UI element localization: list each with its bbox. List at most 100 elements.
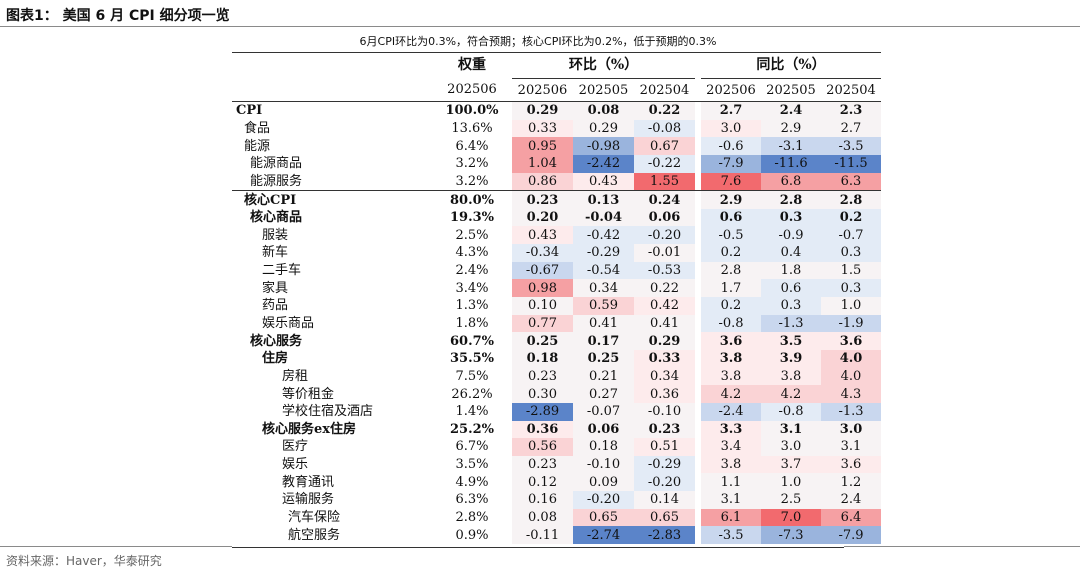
mom-value: 0.43 [512, 226, 573, 245]
row-weight: 7.5% [455, 368, 489, 384]
row-label: 服装 [262, 227, 289, 243]
footer-divider-left [0, 546, 232, 547]
mom-value: -0.10 [573, 455, 634, 474]
header-yoy: 同比（%） [701, 52, 881, 79]
mom-value: 0.12 [512, 473, 573, 492]
table-row: 服装 2.5% 0.43 -0.42 -0.20 -0.5 -0.9 -0.7 [232, 226, 881, 245]
row-label: 住房 [262, 351, 289, 367]
yoy-value: -0.6 [701, 137, 761, 155]
yoy-value: 3.1 [821, 438, 881, 456]
yoy-value: -3.5 [821, 137, 881, 155]
mom-value: -2.74 [573, 526, 634, 545]
table-row: 能源服务 3.2% 0.86 0.43 1.55 7.6 6.8 6.3 [232, 172, 881, 191]
yoy-value: 7.6 [701, 172, 761, 191]
mom-value: 0.30 [512, 385, 573, 403]
row-weight: 26.2% [451, 386, 493, 402]
yoy-value: 1.1 [701, 473, 761, 492]
mom-value: 0.06 [573, 420, 634, 439]
table-row: 医疗 6.7% 0.56 0.18 0.51 3.4 3.0 3.1 [232, 438, 881, 456]
yoy-value: 3.8 [701, 455, 761, 474]
yoy-value: 3.3 [701, 420, 761, 439]
mom-value: -2.83 [634, 526, 695, 545]
mom-value: 0.08 [573, 100, 634, 120]
mom-value: -0.53 [634, 261, 695, 280]
row-label: 核心服务 [250, 333, 303, 349]
mom-value: -0.67 [512, 261, 573, 280]
yoy-value: -3.5 [701, 526, 761, 545]
mom-value: 0.36 [634, 385, 695, 403]
yoy-value: 2.9 [701, 190, 761, 209]
yoy-value: 0.2 [821, 208, 881, 227]
header-period: 202505 [578, 82, 629, 98]
yoy-value: 3.8 [701, 367, 761, 386]
mom-value: 0.59 [573, 297, 634, 315]
mom-value: 1.55 [634, 172, 695, 191]
yoy-value: 2.8 [761, 190, 821, 209]
row-label: 药品 [262, 298, 289, 314]
yoy-value: 4.0 [821, 367, 881, 386]
mom-value: -0.22 [634, 154, 695, 173]
yoy-value: -7.9 [701, 154, 761, 173]
table-row: 核心商品 19.3% 0.20 -0.04 0.06 0.6 0.3 0.2 [232, 208, 881, 227]
header-mom: 环比（%） [512, 52, 695, 79]
table-row: 教育通讯 4.9% 0.12 0.09 -0.20 1.1 1.0 1.2 [232, 473, 881, 492]
table-row: 核心CPI 80.0% 0.23 0.13 0.24 2.9 2.8 2.8 [232, 190, 881, 209]
mom-value: 0.25 [573, 349, 634, 368]
header-row-groups: 权重 环比（%） 同比（%） [232, 52, 881, 79]
mom-value: 0.23 [512, 190, 573, 209]
mom-value: 0.34 [573, 279, 634, 298]
yoy-value: 3.0 [701, 119, 761, 138]
yoy-value: -1.3 [761, 314, 821, 333]
header-row-periods: 202506 202506 202505 202504 202506 20250… [232, 79, 881, 102]
table-row: 能源 6.4% 0.95 -0.98 0.67 -0.6 -3.1 -3.5 [232, 137, 881, 155]
yoy-value: 3.8 [701, 349, 761, 368]
table-row: 家具 3.4% 0.98 0.34 0.22 1.7 0.6 0.3 [232, 279, 881, 298]
table-row: 汽车保险 2.8% 0.08 0.65 0.65 6.1 7.0 6.4 [232, 508, 881, 527]
yoy-value: -0.8 [701, 314, 761, 333]
mom-value: -0.98 [573, 137, 634, 155]
cpi-breakdown-table: 权重 环比（%） 同比（%） 202506 202506 202505 2025… [232, 52, 881, 545]
yoy-value: 0.3 [761, 297, 821, 315]
yoy-value: 1.2 [821, 473, 881, 492]
row-weight: 4.3% [455, 245, 489, 261]
mom-value: 0.67 [634, 137, 695, 155]
row-weight: 3.5% [455, 457, 489, 473]
row-weight: 1.4% [455, 404, 489, 420]
row-weight: 60.7% [449, 333, 494, 349]
yoy-value: 0.3 [761, 208, 821, 227]
yoy-value: 2.5 [761, 491, 821, 509]
title-divider [0, 26, 1080, 27]
mom-value: 0.29 [634, 332, 695, 350]
row-weight: 0.9% [455, 527, 489, 543]
mom-value: 0.17 [573, 332, 634, 350]
yoy-value: 2.8 [701, 261, 761, 280]
mom-value: -0.01 [634, 244, 695, 262]
mom-value: 0.65 [573, 508, 634, 527]
yoy-value: -7.9 [821, 526, 881, 545]
row-weight: 2.5% [455, 227, 489, 243]
table-row: 新车 4.3% -0.34 -0.29 -0.01 0.2 0.4 0.3 [232, 244, 881, 262]
mom-value: 1.04 [512, 154, 573, 173]
mom-value: 0.18 [512, 349, 573, 368]
mom-value: 0.86 [512, 172, 573, 191]
row-weight: 3.2% [455, 156, 489, 172]
mom-value: -0.20 [573, 491, 634, 509]
row-weight: 100.0% [438, 100, 506, 120]
yoy-value: 7.0 [761, 508, 821, 527]
yoy-value: 3.4 [701, 438, 761, 456]
row-label: 医疗 [282, 439, 309, 455]
yoy-value: 6.4 [821, 508, 881, 527]
row-weight: 3.2% [455, 173, 489, 189]
row-label: 能源服务 [250, 173, 303, 189]
row-label: 房租 [282, 368, 309, 384]
row-label: 新车 [262, 245, 289, 261]
table-row: 等价租金 26.2% 0.30 0.27 0.36 4.2 4.2 4.3 [232, 385, 881, 403]
table-row: 核心服务 60.7% 0.25 0.17 0.29 3.6 3.5 3.6 [232, 332, 881, 350]
mom-value: -2.89 [512, 402, 573, 421]
row-label: 能源 [244, 138, 271, 154]
yoy-value: -0.5 [701, 226, 761, 245]
row-weight: 6.4% [455, 138, 489, 154]
mom-value: 0.29 [512, 100, 573, 120]
table-row: 娱乐 3.5% 0.23 -0.10 -0.29 3.8 3.7 3.6 [232, 455, 881, 474]
mom-value: 0.29 [573, 119, 634, 138]
